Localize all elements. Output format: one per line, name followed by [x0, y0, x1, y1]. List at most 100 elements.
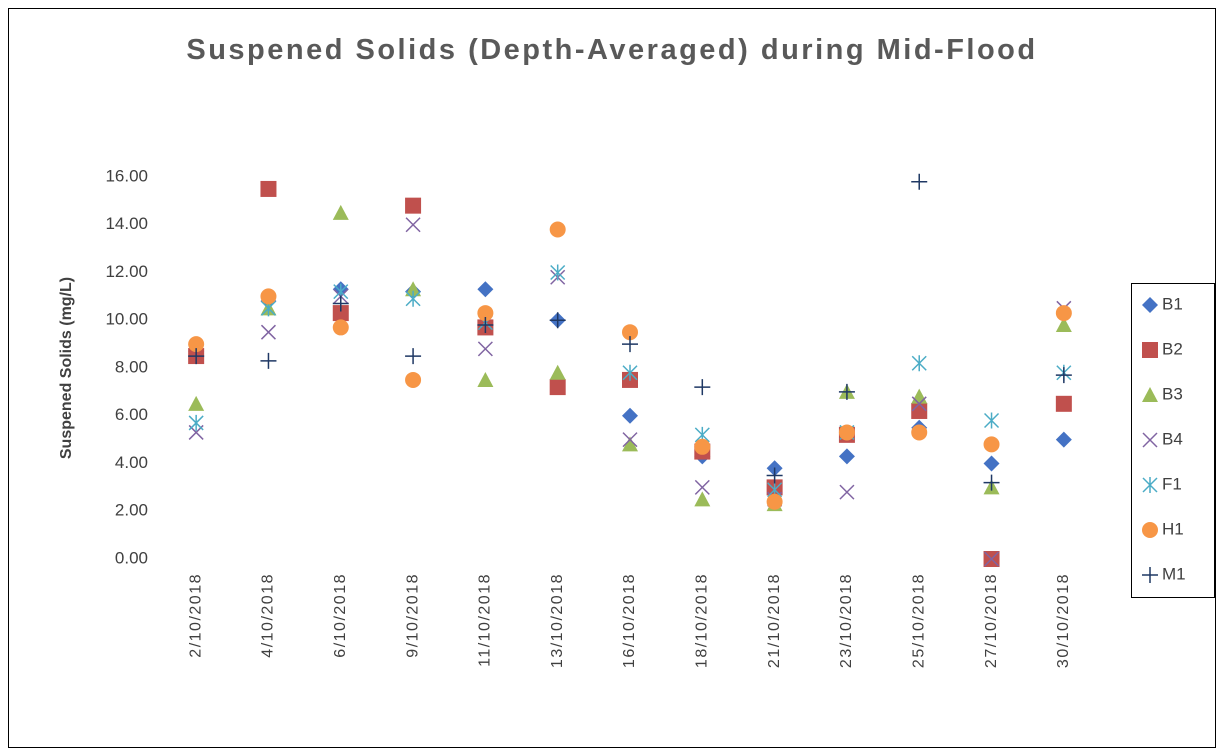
data-point	[622, 432, 638, 448]
data-point	[332, 305, 349, 322]
x-tick-label: 2/10/2018	[187, 573, 204, 658]
legend-label: B2	[1162, 339, 1183, 358]
legend-marker	[1142, 387, 1158, 402]
data-point	[622, 324, 638, 341]
data-point	[549, 364, 566, 380]
data-point	[405, 281, 422, 297]
data-point	[188, 348, 205, 365]
data-point	[550, 264, 566, 281]
data-point	[766, 467, 783, 484]
data-point	[766, 493, 783, 510]
data-point	[1055, 305, 1072, 322]
y-tick-label: 10.00	[105, 310, 148, 329]
x-tick-label: 13/10/2018	[549, 573, 566, 668]
data-point	[622, 436, 638, 452]
y-tick-label: 0.00	[115, 548, 148, 567]
legend-marker	[1142, 477, 1158, 493]
data-point	[260, 288, 277, 305]
chart-border	[8, 8, 1216, 748]
x-tick-label: 16/10/2018	[621, 573, 638, 668]
y-tick-label: 16.00	[105, 166, 148, 185]
x-tick-label: 23/10/2018	[838, 573, 855, 668]
y-tick-label: 14.00	[105, 214, 148, 233]
data-point	[405, 348, 422, 365]
legend-label: B3	[1162, 384, 1183, 403]
data-point	[838, 383, 855, 400]
legend-marker	[1142, 342, 1158, 358]
data-point	[332, 295, 349, 312]
data-point	[983, 474, 1000, 491]
data-point	[405, 371, 422, 388]
data-point	[1055, 395, 1072, 412]
data-point	[1055, 431, 1072, 448]
data-point	[260, 352, 277, 369]
data-point	[188, 414, 204, 431]
data-point	[260, 324, 276, 340]
data-point	[839, 484, 855, 500]
data-point	[983, 455, 1000, 472]
data-point	[622, 336, 638, 353]
data-point	[694, 379, 711, 396]
data-point	[911, 173, 928, 190]
legend-marker	[1142, 567, 1158, 583]
data-point	[405, 217, 421, 233]
data-point	[188, 395, 205, 411]
data-point	[477, 317, 494, 334]
legend-label: M1	[1162, 564, 1186, 583]
x-tick-label: 21/10/2018	[766, 573, 783, 668]
data-point	[1055, 367, 1072, 384]
data-point	[405, 197, 422, 214]
data-point	[549, 312, 566, 329]
chart-title: Suspened Solids (Depth-Averaged) during …	[186, 34, 1038, 66]
data-point	[477, 281, 494, 298]
data-point	[694, 438, 711, 455]
data-point	[984, 551, 1000, 567]
y-tick-label: 6.00	[115, 405, 148, 424]
data-point	[332, 204, 349, 220]
data-point	[622, 407, 638, 424]
y-axis-label: Suspened Solids (mg/L)	[58, 277, 75, 459]
data-point	[405, 290, 421, 307]
data-point	[260, 180, 277, 197]
data-point	[983, 436, 1000, 453]
legend-label: B1	[1162, 294, 1183, 313]
data-point	[477, 305, 494, 322]
legend-marker	[1142, 522, 1158, 538]
legend-label: H1	[1162, 519, 1184, 538]
y-tick-label: 12.00	[105, 262, 148, 281]
x-tick-label: 11/10/2018	[477, 573, 494, 667]
data-point	[188, 336, 205, 353]
data-point	[911, 396, 927, 412]
legend-label: B4	[1162, 429, 1183, 448]
data-point	[477, 341, 493, 357]
data-point	[911, 402, 928, 419]
legend-box	[1131, 283, 1215, 598]
data-point	[911, 355, 927, 372]
data-point	[984, 412, 1000, 429]
data-point	[838, 424, 855, 441]
x-tick-label: 9/10/2018	[404, 573, 421, 658]
data-point	[838, 448, 855, 465]
data-point	[694, 491, 711, 507]
x-tick-label: 18/10/2018	[694, 573, 711, 668]
y-tick-label: 4.00	[115, 453, 148, 472]
x-tick-label: 6/10/2018	[332, 573, 349, 658]
data-point	[549, 221, 566, 238]
x-tick-label: 4/10/2018	[260, 573, 277, 658]
x-tick-label: 27/10/2018	[983, 573, 1000, 668]
y-tick-label: 8.00	[115, 357, 148, 376]
data-point	[332, 319, 349, 336]
data-point	[911, 424, 928, 441]
legend-marker	[1142, 297, 1158, 313]
legend-label: F1	[1162, 474, 1182, 493]
x-tick-label: 30/10/2018	[1055, 573, 1072, 668]
data-point	[622, 364, 638, 381]
data-point	[1055, 317, 1072, 333]
data-point	[549, 379, 566, 396]
data-point	[477, 371, 494, 387]
data-point	[694, 479, 710, 495]
x-tick-label: 25/10/2018	[910, 573, 927, 668]
y-tick-label: 2.00	[115, 501, 148, 520]
